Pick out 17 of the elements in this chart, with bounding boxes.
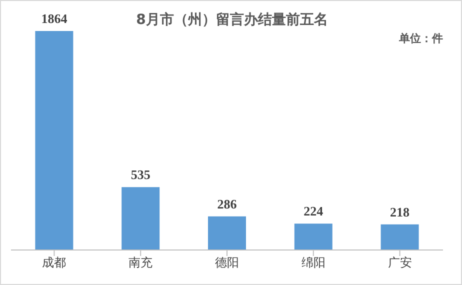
x-tick-label: 绵阳 [301,256,326,270]
data-label: 286 [217,196,238,212]
bar [35,31,74,250]
bar [380,224,419,250]
x-tick-label: 德阳 [215,256,239,270]
data-label: 224 [304,204,324,219]
data-label: 1864 [41,11,68,26]
bar [294,224,332,250]
bar [208,216,246,250]
data-label: 535 [130,167,151,182]
x-tick-label: 南充 [128,256,153,270]
x-tick-label: 广安 [388,256,412,270]
annotation: 单位：件 [399,31,443,46]
x-tick-label: 成都 [42,256,66,270]
chart-title: 8月市（州）留言办结量前五名 [136,12,328,28]
bar [122,187,160,250]
data-label: 218 [390,204,410,220]
